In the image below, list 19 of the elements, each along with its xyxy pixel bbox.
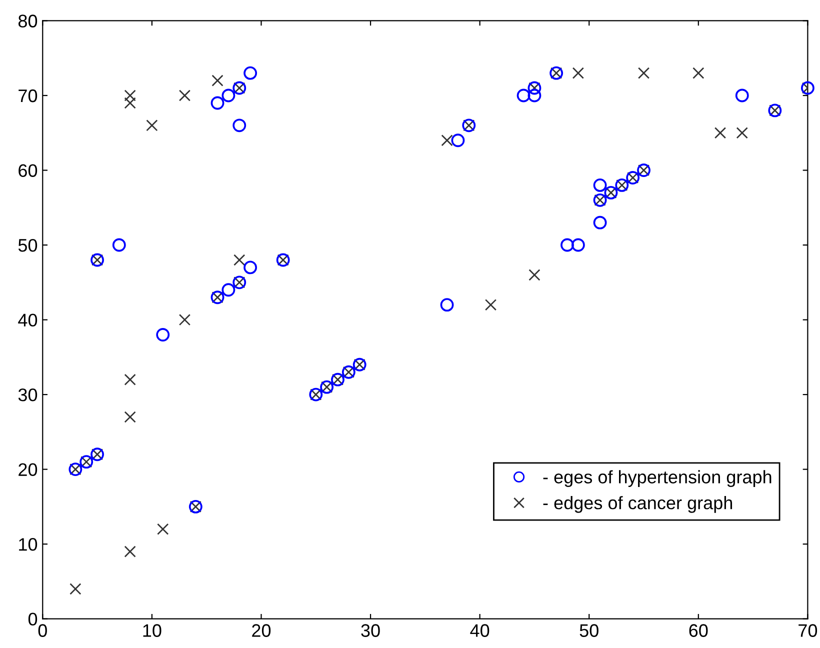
- y-tick-label: 30: [18, 388, 38, 402]
- x-tick-label: 30: [361, 624, 380, 637]
- y-tick-label: 40: [18, 314, 38, 327]
- legend-label: - edges of cancer graph: [543, 496, 732, 513]
- x-tick-label: 60: [689, 624, 708, 637]
- y-tick-label: 20: [18, 463, 38, 476]
- y-tick-label: 80: [18, 14, 38, 28]
- x-tick-label: 70: [798, 624, 818, 637]
- legend-label: - eges of hypertension graph: [543, 470, 772, 488]
- y-tick-label: 60: [18, 164, 38, 177]
- y-tick-label: 50: [18, 238, 38, 252]
- x-tick-label: 0: [38, 624, 47, 637]
- x-tick-label: 10: [143, 624, 162, 637]
- y-tick-label: 10: [19, 538, 38, 551]
- x-tick-label: 50: [580, 624, 598, 637]
- y-tick-label: 0: [28, 612, 38, 626]
- y-tick-label: 70: [18, 89, 38, 102]
- x-tick-label: 20: [252, 624, 271, 637]
- x-tick-label: 40: [470, 624, 490, 637]
